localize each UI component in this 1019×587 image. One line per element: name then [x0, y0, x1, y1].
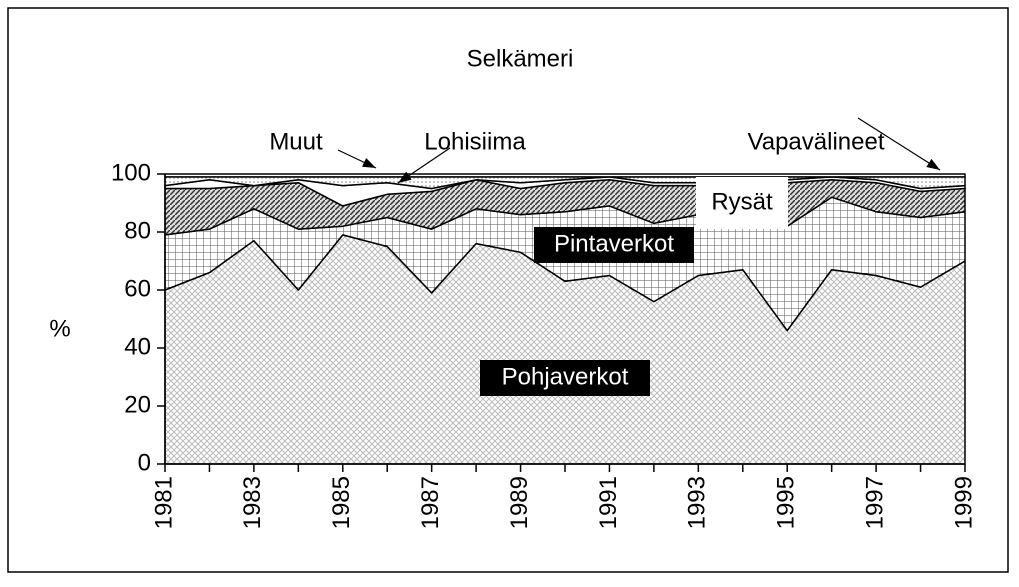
x-tick-label: 1997	[861, 476, 888, 529]
x-tick-label: 1995	[773, 476, 800, 529]
labels: Pohjaverkot Pintaverkot Rysät Lohisiima Vapa…	[269, 117, 941, 396]
label-box	[480, 360, 650, 396]
x-tick-label: 1999	[950, 476, 977, 529]
x-tick-label: 1993	[684, 476, 711, 529]
y-tick-label: 100	[111, 159, 151, 186]
y-tick-label: 60	[124, 275, 151, 302]
arrow-head	[398, 171, 412, 183]
area	[164, 173, 966, 178]
series-label: Pohjaverkot	[502, 363, 629, 390]
y-axis-label: %	[49, 315, 70, 342]
y-tick-label: 20	[124, 391, 151, 418]
axes: 0 20 40 60 80 100 1981 1983 1985 1987 1989 1991 1993…	[111, 159, 977, 529]
series-label: Lohisiima	[424, 128, 526, 155]
series-label: Pintaverkot	[554, 230, 674, 257]
x-tick-label: 1991	[595, 476, 622, 529]
x-tick-label: 1987	[417, 476, 444, 529]
y-tick-label: 40	[124, 333, 151, 360]
x-tick-label: 1985	[328, 476, 355, 529]
series-label: Vapavälineet	[748, 128, 885, 155]
arrow-line	[857, 117, 941, 171]
label-box	[696, 177, 788, 229]
frame	[7, 7, 1009, 573]
x-tick-label: 1983	[239, 476, 266, 529]
areas	[164, 173, 966, 465]
series-label: Muut	[269, 128, 323, 155]
chart-title: Selkämeri	[467, 45, 574, 72]
series-label: Rysät	[711, 188, 773, 215]
arrow-head	[362, 158, 376, 168]
arrow-head	[926, 158, 940, 170]
label-box	[534, 227, 694, 263]
x-tick-label: 1989	[506, 476, 533, 529]
y-tick-label: 80	[124, 217, 151, 244]
x-tick-label: 1981	[150, 476, 177, 529]
y-tick-label: 0	[138, 449, 151, 476]
